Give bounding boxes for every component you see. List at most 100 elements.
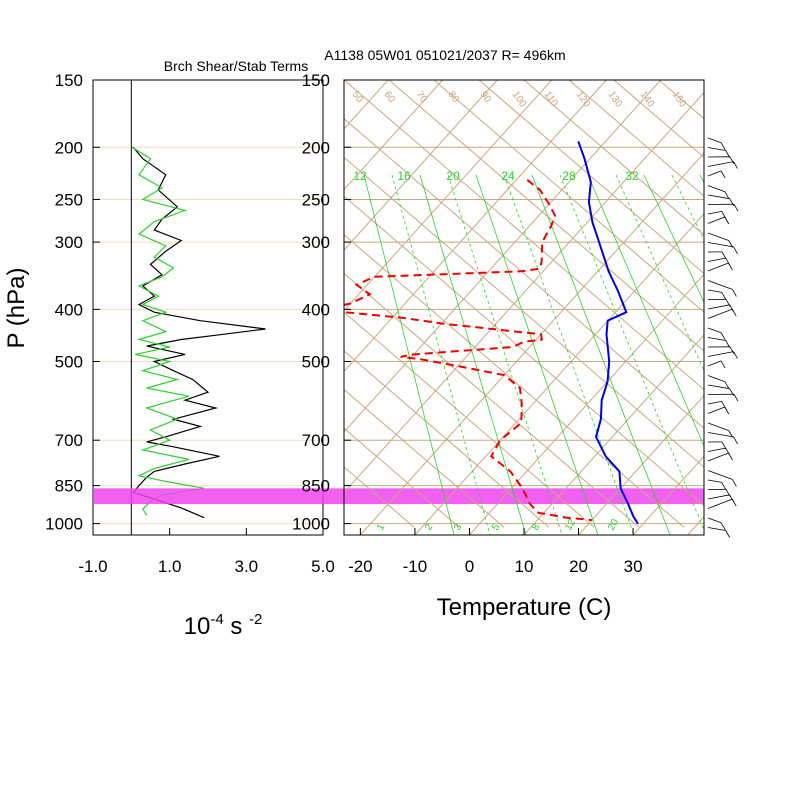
wind-barb bbox=[708, 328, 721, 333]
wind-barb-flag bbox=[721, 361, 725, 368]
left-y-tick-label: 400 bbox=[55, 300, 83, 319]
wind-barb bbox=[708, 305, 730, 309]
wind-barb-flag bbox=[734, 162, 738, 169]
wind-barb-flag bbox=[732, 499, 736, 506]
wind-barb-flag bbox=[734, 394, 738, 401]
wind-barb bbox=[708, 138, 721, 143]
mixing-ratio-label: 32 bbox=[625, 169, 639, 183]
isotherm-line bbox=[88, 80, 498, 535]
wind-barb bbox=[708, 448, 726, 451]
wind-barb bbox=[708, 385, 730, 389]
left-x-tick-label: 1.0 bbox=[158, 557, 182, 576]
xlabel-exponent-2: -2 bbox=[249, 611, 262, 628]
left-y-tick-label: 300 bbox=[55, 233, 83, 252]
wind-barb bbox=[708, 376, 725, 382]
wind-barb-flag bbox=[730, 347, 734, 354]
mixing-ratio-line bbox=[728, 175, 800, 535]
wind-barb bbox=[708, 338, 726, 341]
highlight-band-layer bbox=[93, 488, 704, 504]
wind-barb bbox=[708, 361, 721, 366]
shear-term-line bbox=[133, 147, 265, 517]
temperature-tick-label: 10 bbox=[515, 557, 534, 576]
temperature-tick-label: -20 bbox=[348, 557, 373, 576]
left-y-tick-label: 250 bbox=[55, 190, 83, 209]
wind-barb bbox=[708, 528, 726, 531]
temperature-tick-label: 0 bbox=[465, 557, 474, 576]
mixing-ratio-label: 16 bbox=[397, 169, 411, 183]
wind-barb bbox=[708, 471, 732, 480]
stability-term-line bbox=[132, 147, 204, 515]
wind-barb bbox=[708, 195, 730, 199]
mixing-ratio-label: 20 bbox=[446, 169, 460, 183]
wind-barb-flag bbox=[721, 333, 725, 340]
wind-barb bbox=[708, 423, 729, 431]
wind-barb-flag bbox=[725, 407, 729, 414]
wind-barb bbox=[708, 171, 721, 176]
wind-barb-flag bbox=[732, 479, 736, 486]
dry-adiabat-line bbox=[704, 80, 800, 527]
wind-barb-flag bbox=[729, 453, 733, 460]
wind-barb bbox=[708, 518, 721, 523]
mixing-ratio-line bbox=[560, 175, 706, 535]
mixing-ratio-line bbox=[644, 175, 800, 535]
mixing-ratio-label: 24 bbox=[501, 169, 515, 183]
left-plot-area bbox=[131, 80, 265, 535]
isotherm-line bbox=[197, 80, 607, 535]
left-y-tick-label: 700 bbox=[55, 431, 83, 450]
wind-barb-flag bbox=[730, 199, 734, 206]
right-panel-title: A1138 05W01 051021/2037 R= 496km bbox=[324, 47, 565, 63]
right-y-tick-label: 850 bbox=[302, 477, 330, 496]
adiabat-label: 140 bbox=[638, 89, 657, 109]
wind-barb bbox=[708, 258, 726, 261]
left-x-tick-label: 5.0 bbox=[311, 557, 335, 576]
mixing-ratio-line bbox=[476, 175, 598, 535]
right-y-tick-label: 150 bbox=[302, 71, 330, 90]
left-panel-frame bbox=[93, 80, 323, 535]
dewpoint-profile-line bbox=[330, 180, 592, 520]
left-panel-title: Brch Shear/Stab Terms bbox=[164, 58, 308, 74]
temperature-tick-label: -10 bbox=[403, 557, 428, 576]
left-x-tick-label: -1.0 bbox=[78, 557, 107, 576]
mixing-ratio-label: 28 bbox=[562, 169, 576, 183]
adiabat-label: 100 bbox=[510, 89, 529, 109]
wind-barb-flag bbox=[734, 204, 738, 211]
wind-barb bbox=[708, 352, 734, 357]
wind-barb bbox=[708, 480, 722, 482]
wind-barb bbox=[708, 499, 732, 508]
wind-barb bbox=[708, 290, 722, 292]
mixing-ratio-line bbox=[504, 175, 634, 535]
wind-barb bbox=[708, 162, 734, 167]
left-pressure-gridlines bbox=[93, 80, 323, 524]
wind-barb-flag bbox=[730, 389, 734, 396]
adiabat-label: 120 bbox=[574, 89, 593, 109]
left-y-tick-label: 1000 bbox=[45, 515, 83, 534]
wind-barb-flag bbox=[726, 531, 730, 538]
wind-barb bbox=[708, 401, 722, 404]
wind-barb bbox=[708, 233, 729, 241]
shear-stability-panel: Brch Shear/Stab Terms 150200250300400500… bbox=[3, 58, 335, 640]
right-y-tick-label: 300 bbox=[302, 233, 330, 252]
mixing-ratio-label: 12 bbox=[353, 169, 367, 183]
xlabel-base: 10 bbox=[184, 613, 211, 640]
wind-barb-flag bbox=[721, 143, 725, 150]
xlabel-exponent-1: -4 bbox=[210, 611, 223, 628]
left-y-tick-label: 150 bbox=[55, 71, 83, 90]
y-axis-label: P (hPa) bbox=[3, 268, 30, 349]
mixing-ratio-line bbox=[588, 175, 742, 535]
left-y-tick-label: 500 bbox=[55, 353, 83, 372]
adiabat-label: 50 bbox=[350, 89, 366, 105]
isotherm-line bbox=[0, 80, 224, 535]
mixing-ratio-line bbox=[672, 175, 800, 535]
wind-barb-flag bbox=[722, 292, 726, 299]
mixing-ratio-line bbox=[448, 175, 562, 535]
isotherm-line bbox=[415, 80, 800, 535]
wind-barb-flag bbox=[734, 247, 738, 254]
adiabat-label: 110 bbox=[542, 89, 560, 109]
level-highlight-band bbox=[93, 488, 704, 504]
mixing-ratio-label-bottom: 20 bbox=[606, 517, 621, 533]
wind-barb-flag bbox=[722, 482, 726, 489]
